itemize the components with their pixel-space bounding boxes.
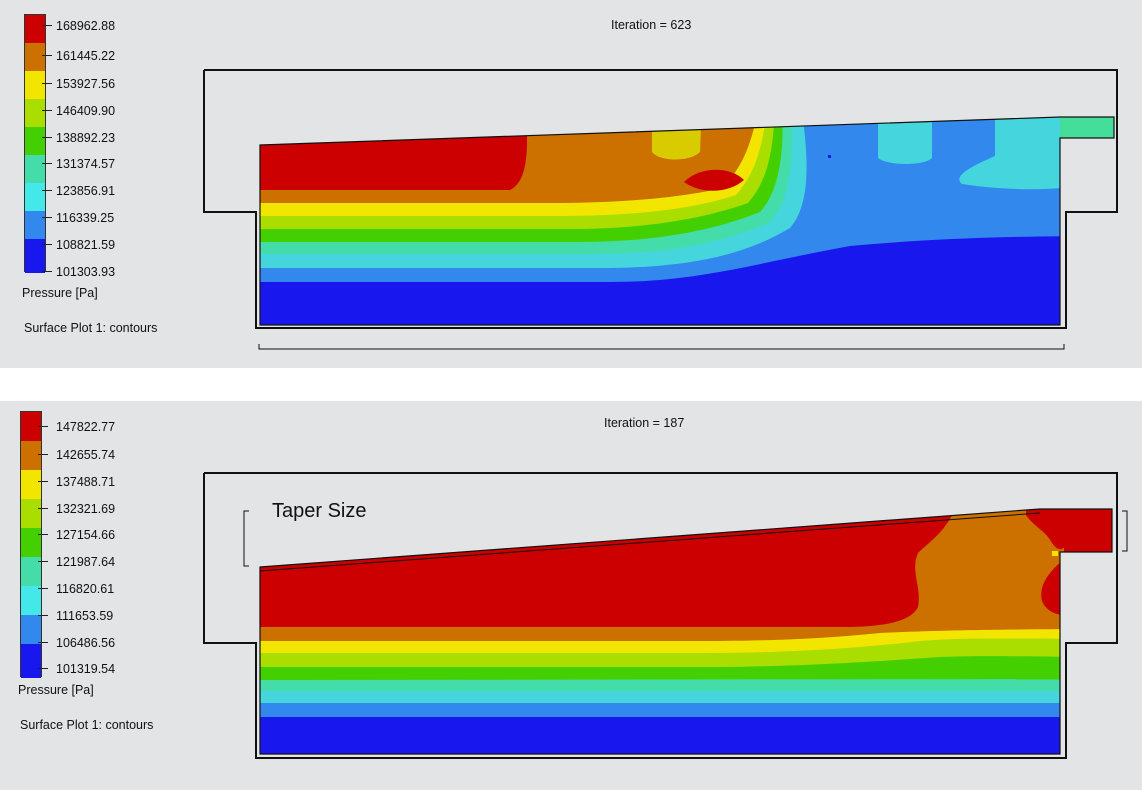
color-band [25, 127, 45, 155]
tick-mark [42, 190, 52, 191]
contour-band [684, 169, 744, 191]
tick-label: 111653.59 [56, 609, 114, 623]
iteration-label: Iteration = 187 [604, 416, 685, 430]
tick-label: 108821.59 [56, 238, 116, 252]
tick-mark [38, 615, 48, 616]
color-band [25, 71, 45, 99]
color-band [21, 470, 41, 499]
color-band [25, 211, 45, 239]
tick-mark [38, 588, 48, 589]
color-band [25, 239, 45, 273]
color-band [25, 155, 45, 183]
color-band [21, 412, 41, 441]
tick-mark [38, 642, 48, 643]
pressure-colorbar: 168962.88 161445.22 153927.56 146409.90 … [24, 14, 184, 284]
contour-band [260, 117, 527, 190]
tick-mark [42, 55, 52, 56]
fluid-domain-outline [259, 116, 1115, 326]
contour-field [260, 117, 1114, 325]
color-band [25, 99, 45, 127]
tick-mark [42, 110, 52, 111]
color-band [21, 557, 41, 586]
tick-mark [42, 163, 52, 164]
color-band [25, 43, 45, 71]
tick-label: 146409.90 [56, 104, 116, 118]
pressure-contour-geometry [203, 69, 1118, 350]
tick-mark [38, 534, 48, 535]
tick-label: 138892.23 [56, 131, 116, 145]
tick-mark [38, 561, 48, 562]
mold-cavity-outline [203, 472, 1118, 759]
taper-line [259, 512, 1041, 572]
tick-label: 101303.93 [56, 265, 116, 279]
contour-plot-panel-iteration-623: 168962.88 161445.22 153927.56 146409.90 … [0, 0, 1142, 368]
tick-label: 161445.22 [56, 49, 116, 63]
tick-mark [42, 83, 52, 84]
contour-band [878, 117, 932, 164]
tick-mark [42, 137, 52, 138]
tick-mark [38, 454, 48, 455]
tick-label: 106486.56 [56, 636, 116, 650]
color-band [21, 441, 41, 470]
contour-band [959, 117, 1060, 190]
contour-band [1060, 117, 1114, 140]
tick-mark [38, 426, 48, 427]
color-band [25, 15, 45, 43]
tick-label: 137488.71 [56, 475, 116, 489]
tick-mark [38, 481, 48, 482]
tick-label: 116820.61 [56, 582, 115, 596]
tick-label: 131374.57 [56, 157, 116, 171]
tick-mark [38, 508, 48, 509]
plot-name: Surface Plot 1: contours [24, 321, 158, 335]
color-band [21, 615, 41, 644]
contour-band [828, 155, 831, 158]
contour-field [260, 509, 1112, 754]
tick-label: 168962.88 [56, 19, 116, 33]
contour-band [1052, 551, 1058, 556]
fluid-domain-outline [259, 508, 1113, 755]
iteration-label: Iteration = 623 [611, 18, 692, 32]
color-band [21, 586, 41, 615]
taper-bracket-left [243, 510, 249, 567]
tick-label: 121987.64 [56, 555, 116, 569]
tick-label: 153927.56 [56, 77, 116, 91]
tick-mark [42, 271, 52, 272]
tick-label: 142655.74 [56, 448, 116, 462]
tick-label: 101319.54 [56, 662, 116, 676]
contour-plot-panel-iteration-187: 147822.77 142655.74 137488.71 132321.69 … [0, 401, 1142, 790]
tick-mark [42, 244, 52, 245]
tick-mark [38, 668, 48, 669]
colorbar-gradient [20, 411, 42, 678]
color-band [21, 528, 41, 557]
taper-bracket-right [1122, 510, 1128, 552]
pressure-contour-geometry [203, 472, 1128, 759]
pressure-colorbar: 147822.77 142655.74 137488.71 132321.69 … [20, 411, 180, 681]
tick-label: 132321.69 [56, 502, 116, 516]
contour-band [1041, 561, 1064, 615]
tick-mark [42, 25, 52, 26]
legend-title: Pressure [Pa] [18, 683, 94, 697]
colorbar-gradient [24, 14, 46, 273]
tick-mark [42, 217, 52, 218]
tick-label: 127154.66 [56, 528, 116, 542]
color-band [21, 499, 41, 528]
tick-label: 123856.91 [56, 184, 116, 198]
color-band [21, 644, 41, 678]
taper-size-annotation: Taper Size [272, 500, 367, 522]
mold-cavity-outline [203, 69, 1118, 329]
tick-label: 116339.25 [56, 211, 115, 225]
color-band [25, 183, 45, 211]
width-bracket [258, 344, 1065, 350]
plot-name: Surface Plot 1: contours [20, 718, 154, 732]
tick-label: 147822.77 [56, 420, 116, 434]
legend-title: Pressure [Pa] [22, 286, 98, 300]
